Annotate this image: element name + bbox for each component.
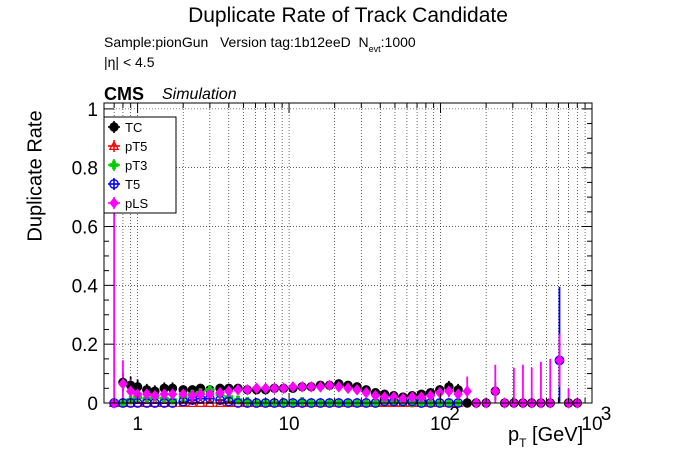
x-tick-label-exponent: 3 — [601, 404, 612, 425]
x-axis-label: pT [GeV] — [508, 424, 583, 450]
pLS-point — [269, 382, 280, 395]
x-tick-label: 10 — [430, 414, 451, 435]
pLS-point — [187, 389, 198, 402]
cms-label: CMS — [104, 84, 144, 104]
nevt-label: N — [358, 34, 369, 50]
nevt-sub: evt — [368, 44, 381, 54]
x-tick-label: 10 — [581, 414, 602, 435]
legend-pT5-label: pT5 — [125, 139, 147, 154]
pLS-point — [398, 392, 408, 405]
legend: TC pT5 pT3 T5 pLS — [103, 116, 177, 214]
pLS-point — [370, 389, 381, 402]
pLS-point — [324, 379, 335, 392]
y-tick-label: 1 — [87, 100, 98, 121]
pLS-point — [195, 388, 206, 400]
pLS-point — [379, 391, 390, 403]
y-tick-label: 0.2 — [72, 335, 98, 356]
pLS-point — [389, 391, 399, 403]
y-tick-label: 0 — [87, 394, 98, 415]
pLS-point — [260, 382, 271, 395]
legend-TC-marker — [109, 122, 119, 132]
pLS-point — [118, 378, 128, 390]
legend-T5-label: T5 — [125, 177, 140, 192]
T5-point — [223, 396, 234, 407]
data-markers — [108, 354, 583, 409]
pLS-point — [444, 385, 454, 398]
pLS-point — [435, 386, 445, 399]
legend-pLS-marker — [109, 197, 119, 209]
sample-name: Sample:pionGun — [104, 34, 209, 50]
sample-info: Sample:pionGun Version tag:1b12eeD Nevt:… — [104, 34, 416, 54]
x-tick-label: 10 — [278, 414, 299, 435]
pLS-point — [167, 388, 178, 400]
legend-T5-marker — [109, 179, 119, 189]
pLS-point — [352, 383, 362, 396]
pLS-point — [159, 388, 169, 400]
x-tick-label: 1 — [132, 414, 143, 435]
pLS-point — [126, 385, 136, 398]
pLS-point — [554, 354, 565, 367]
y-tick-label: 0.8 — [72, 159, 98, 180]
pLS-point — [306, 381, 316, 393]
grid — [103, 103, 593, 404]
x-axis-label-main: p — [508, 424, 520, 446]
error-bars — [110, 205, 582, 404]
x-axis-label-sub: T — [519, 436, 527, 450]
pLS-point — [490, 385, 500, 398]
pLS-point — [150, 389, 160, 402]
chart-title: Duplicate Rate of Track Candidate — [188, 4, 508, 27]
nevt-value: :1000 — [380, 34, 416, 50]
pLS-point — [416, 391, 426, 403]
legend-pLS-label: pLS — [125, 196, 148, 211]
pLS-point — [462, 385, 472, 398]
x-axis-label-unit: [GeV] — [526, 424, 584, 446]
eta-cut: |η| < 4.5 — [104, 54, 155, 70]
y-tick-label: 0.6 — [72, 218, 98, 239]
plot-frame — [103, 102, 593, 404]
pLS-point — [361, 386, 371, 399]
pT3-point — [297, 397, 307, 406]
pLS-point — [334, 381, 344, 393]
legend-pT5-marker — [108, 140, 120, 151]
pLS-point — [453, 388, 463, 400]
pLS-point — [425, 389, 436, 402]
pLS-point — [343, 382, 353, 395]
y-tick-label: 0.4 — [72, 276, 99, 297]
version-tag: Version tag:1b12eeD — [219, 34, 351, 50]
pLS-point — [407, 391, 417, 403]
pLS-point — [315, 381, 326, 393]
pLS-point — [242, 383, 252, 396]
simulation-label: Simulation — [162, 86, 237, 103]
pLS-point — [288, 381, 298, 393]
legend-pT3-label: pT3 — [125, 158, 147, 173]
pLS-point — [142, 388, 152, 400]
x-tick-label-exponent: 2 — [449, 404, 460, 425]
pLS-point — [251, 382, 262, 395]
pLS-point — [278, 382, 289, 395]
pLS-point — [224, 385, 234, 398]
axis-ticks: 00.20.40.60.811 10 102 103 — [72, 100, 612, 435]
pLS-point — [215, 386, 225, 399]
legend-pT3-marker — [109, 160, 119, 170]
pLS-point — [233, 383, 243, 396]
legend-TC-label: TC — [125, 120, 142, 135]
pLS-point — [297, 381, 307, 393]
